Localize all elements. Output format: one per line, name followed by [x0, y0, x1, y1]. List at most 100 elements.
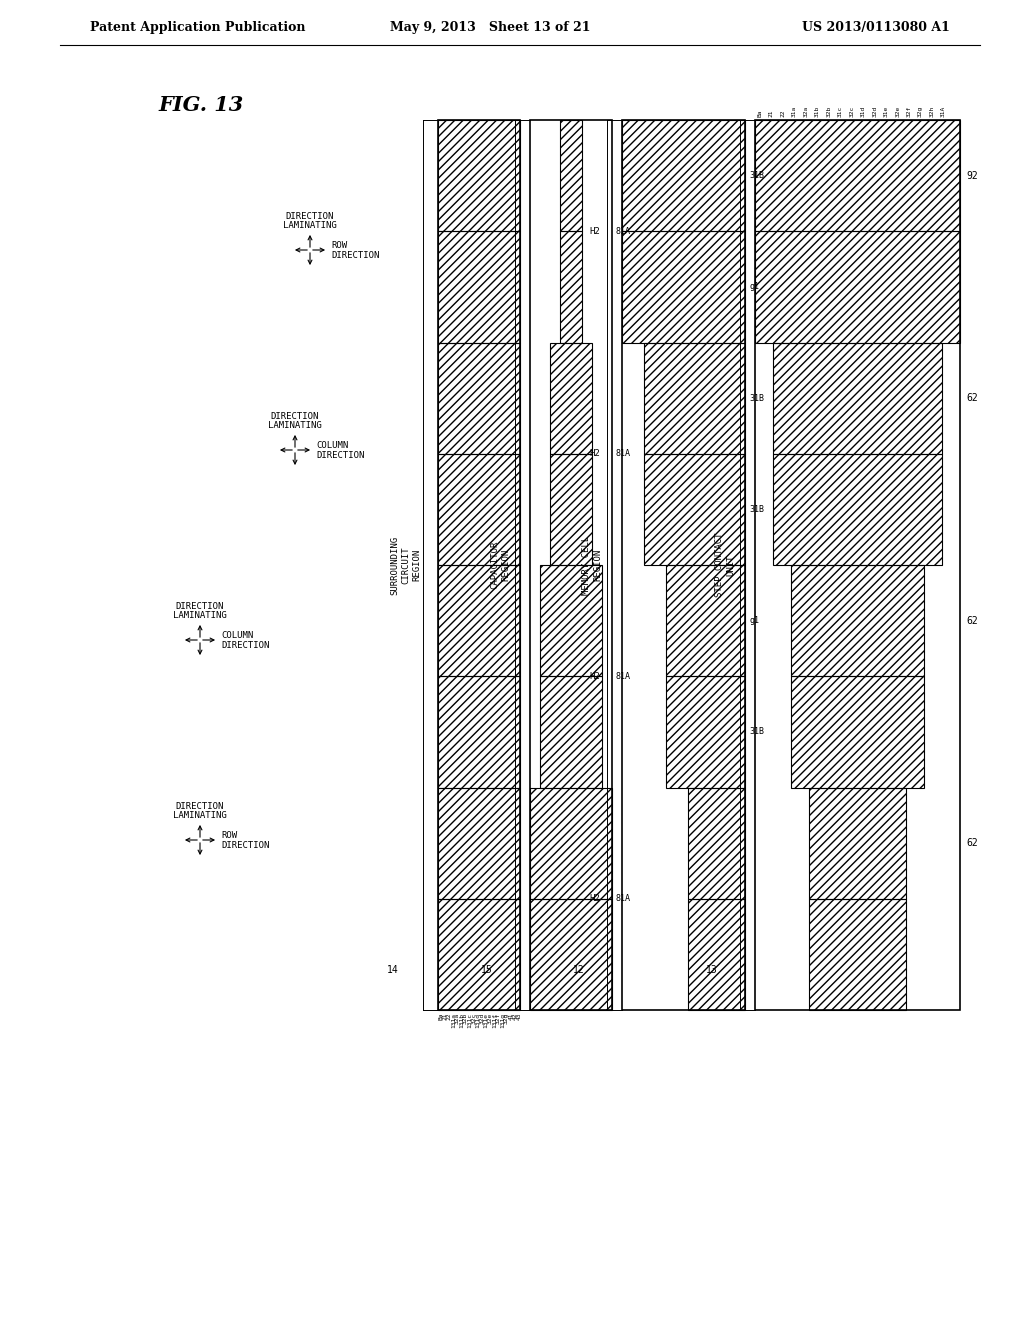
Text: 131d: 131d [475, 1012, 480, 1028]
Text: 31d: 31d [861, 106, 865, 117]
Text: 31b: 31b [815, 106, 820, 117]
Bar [666, 676, 745, 788]
Text: ROW: ROW [221, 832, 238, 841]
Bar [644, 454, 745, 565]
Text: 13: 13 [707, 965, 718, 975]
Text: 131f: 131f [492, 1012, 497, 1028]
Text: US 2013/0113080 A1: US 2013/0113080 A1 [802, 21, 950, 34]
Bar [666, 565, 745, 676]
Text: DIRECTION: DIRECTION [286, 213, 334, 220]
Bar [644, 342, 745, 454]
Bar [622, 120, 745, 231]
Bar [688, 899, 745, 1010]
Bar [791, 676, 924, 788]
Bar [438, 788, 520, 899]
Bar [688, 788, 745, 899]
Text: DIRECTION: DIRECTION [270, 412, 319, 421]
Bar [550, 454, 592, 565]
Text: 21: 21 [442, 1012, 447, 1020]
Text: FIG. 13: FIG. 13 [158, 95, 244, 115]
Text: LAMINATING: LAMINATING [283, 220, 337, 230]
Bar [438, 676, 520, 788]
Bar [773, 342, 942, 454]
Text: 32a: 32a [804, 106, 808, 117]
Text: Ba: Ba [438, 1012, 443, 1020]
Text: DIRECTION: DIRECTION [221, 642, 269, 651]
Bar [622, 231, 745, 342]
Text: DIRECTION: DIRECTION [176, 801, 224, 810]
Bar [560, 231, 582, 342]
Bar [438, 120, 520, 231]
Text: H2: H2 [589, 894, 600, 903]
Text: 31B: 31B [749, 504, 764, 513]
Bar [550, 342, 592, 454]
Text: 41: 41 [508, 1012, 513, 1020]
Text: LAMINATING: LAMINATING [173, 611, 227, 620]
Bar [622, 231, 745, 342]
Text: 31a: 31a [792, 106, 797, 117]
Text: DIRECTION: DIRECTION [221, 841, 269, 850]
Text: 62: 62 [966, 393, 978, 403]
Bar [666, 676, 745, 788]
Bar [530, 788, 612, 899]
Text: 81A: 81A [616, 894, 631, 903]
Text: 12: 12 [573, 965, 585, 975]
Text: 31B: 31B [749, 172, 764, 180]
Bar [809, 899, 906, 1010]
Text: DIRECTION: DIRECTION [316, 451, 365, 461]
Text: COLUMN: COLUMN [221, 631, 253, 640]
Text: 21: 21 [769, 110, 774, 117]
Text: DIRECTION: DIRECTION [331, 251, 379, 260]
Text: 32d: 32d [479, 1012, 484, 1024]
Bar [530, 899, 612, 1010]
Bar [438, 454, 520, 565]
Bar [791, 565, 924, 676]
Bar [438, 231, 520, 342]
Bar [540, 676, 602, 788]
Bar [666, 565, 745, 676]
Bar [809, 788, 906, 899]
Text: ROW: ROW [331, 242, 347, 251]
Text: 32d: 32d [872, 106, 878, 117]
Text: 31B: 31B [749, 727, 764, 737]
Text: 43: 43 [516, 1012, 521, 1020]
Text: 42: 42 [512, 1012, 517, 1020]
Text: 92: 92 [966, 170, 978, 181]
Text: 31e: 31e [884, 106, 889, 117]
Text: SURROUNDING
CIRCUIT
REGION: SURROUNDING CIRCUIT REGION [390, 536, 422, 594]
Bar [560, 120, 582, 231]
Text: 131a: 131a [451, 1012, 456, 1028]
Text: 81A: 81A [616, 227, 631, 236]
Text: 32c: 32c [471, 1012, 476, 1024]
Text: 62: 62 [966, 838, 978, 849]
Bar [755, 120, 961, 1010]
Bar [438, 120, 520, 1010]
Bar [773, 454, 942, 565]
Bar [560, 120, 582, 231]
Text: 31A: 31A [941, 106, 946, 117]
Text: 131e: 131e [483, 1012, 488, 1028]
Text: g1: g1 [749, 616, 759, 626]
Text: Ba: Ba [758, 110, 763, 117]
Bar [438, 120, 520, 231]
Text: 81A: 81A [616, 672, 631, 681]
Text: H2: H2 [589, 227, 600, 236]
Text: LAMINATING: LAMINATING [173, 810, 227, 820]
Bar [438, 788, 520, 899]
Bar [438, 676, 520, 788]
Bar [438, 342, 520, 454]
Text: 32g: 32g [504, 1012, 509, 1024]
Text: 32a: 32a [455, 1012, 460, 1024]
Text: g1: g1 [749, 282, 759, 292]
Bar [560, 231, 582, 342]
Text: 32b: 32b [463, 1012, 468, 1024]
Text: Patent Application Publication: Patent Application Publication [90, 21, 305, 34]
Text: 15: 15 [481, 965, 493, 975]
Text: COLUMN: COLUMN [316, 441, 348, 450]
Bar [438, 899, 520, 1010]
Bar [773, 342, 942, 454]
Bar [755, 120, 961, 231]
Bar [438, 342, 520, 454]
Text: 32e: 32e [487, 1012, 493, 1024]
Text: STEP CONTACT
UNIT: STEP CONTACT UNIT [715, 533, 735, 597]
